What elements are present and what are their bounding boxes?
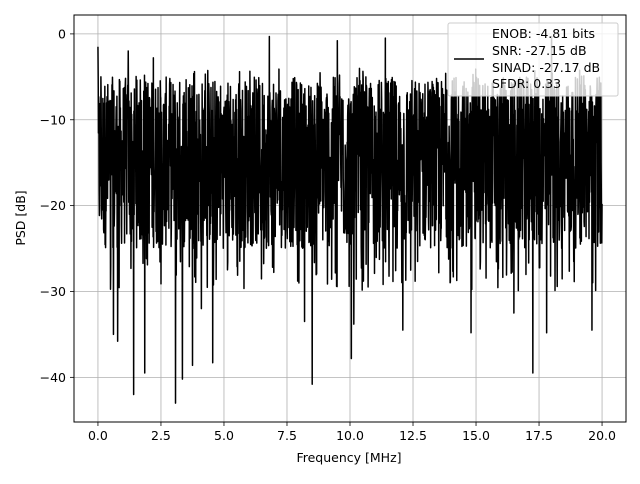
x-tick-label-6: 15.0 <box>462 428 490 443</box>
x-tick-label-0: 0.0 <box>88 428 108 443</box>
y-tick-label-4: −40 <box>40 370 66 385</box>
x-axis-label: Frequency [MHz] <box>296 450 401 465</box>
x-tick-label-7: 17.5 <box>525 428 553 443</box>
y-tick-label-0: 0 <box>58 26 66 41</box>
x-tick-label-4: 10.0 <box>336 428 364 443</box>
x-tick-label-3: 7.5 <box>277 428 297 443</box>
legend-frame <box>447 22 619 97</box>
y-axis-label: PSD [dB] <box>13 190 28 245</box>
x-tick-label-5: 12.5 <box>399 428 427 443</box>
ticks: 0.0 2.5 5.0 7.5 10.0 12.5 15.0 17.5 20.0 0 −10 −20 −… <box>40 26 616 443</box>
legend: ENOB: -4.81 bits SNR: -27.15 dB SINAD: -… <box>447 22 619 97</box>
legend-entry-snr: SNR: -27.15 dB <box>492 43 587 58</box>
x-tick-label-8: 20.0 <box>588 428 616 443</box>
y-tick-label-3: −30 <box>40 284 66 299</box>
x-tick-label-2: 5.0 <box>214 428 234 443</box>
psd-series-path <box>97 35 603 404</box>
legend-entry-enob: ENOB: -4.81 bits <box>492 26 595 41</box>
x-tick-label-1: 2.5 <box>151 428 171 443</box>
y-tick-label-1: −10 <box>40 112 66 127</box>
legend-entry-sinad: SINAD: -27.17 dB <box>492 60 600 75</box>
y-tick-label-2: −20 <box>40 198 66 213</box>
psd-line <box>97 35 603 404</box>
legend-entry-sfdr: SFDR: 0.33 <box>492 76 561 91</box>
